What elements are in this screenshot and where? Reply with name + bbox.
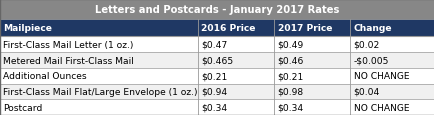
Text: $0.47: $0.47 — [201, 40, 227, 49]
Text: $0.21: $0.21 — [201, 72, 227, 80]
Text: $0.34: $0.34 — [201, 103, 227, 112]
Text: Additional Ounces: Additional Ounces — [3, 72, 87, 80]
Text: $0.465: $0.465 — [201, 56, 233, 65]
Bar — [0, 84, 434, 99]
Text: $0.98: $0.98 — [277, 87, 303, 96]
Text: $0.21: $0.21 — [277, 72, 303, 80]
Text: $0.02: $0.02 — [353, 40, 379, 49]
Text: $0.04: $0.04 — [353, 87, 379, 96]
Bar — [0, 53, 434, 68]
Text: $0.49: $0.49 — [277, 40, 303, 49]
Bar — [0, 37, 434, 53]
Text: Mailpiece: Mailpiece — [3, 24, 53, 33]
Bar — [0, 99, 434, 115]
Bar — [0, 68, 434, 84]
Text: Letters and Postcards - January 2017 Rates: Letters and Postcards - January 2017 Rat… — [95, 5, 339, 15]
Text: 2016 Price: 2016 Price — [201, 24, 255, 33]
Text: 2017 Price: 2017 Price — [277, 24, 331, 33]
Text: -$0.005: -$0.005 — [353, 56, 388, 65]
Text: NO CHANGE: NO CHANGE — [353, 103, 408, 112]
Text: $0.34: $0.34 — [277, 103, 303, 112]
Text: Postcard: Postcard — [3, 103, 43, 112]
Text: First-Class Mail Flat/Large Envelope (1 oz.): First-Class Mail Flat/Large Envelope (1 … — [3, 87, 197, 96]
Bar — [0, 20, 434, 37]
Text: $0.94: $0.94 — [201, 87, 227, 96]
Text: Change: Change — [353, 24, 391, 33]
Text: $0.46: $0.46 — [277, 56, 303, 65]
Bar — [0, 0, 434, 20]
Text: NO CHANGE: NO CHANGE — [353, 72, 408, 80]
Text: First-Class Mail Letter (1 oz.): First-Class Mail Letter (1 oz.) — [3, 40, 134, 49]
Text: Metered Mail First-Class Mail: Metered Mail First-Class Mail — [3, 56, 134, 65]
